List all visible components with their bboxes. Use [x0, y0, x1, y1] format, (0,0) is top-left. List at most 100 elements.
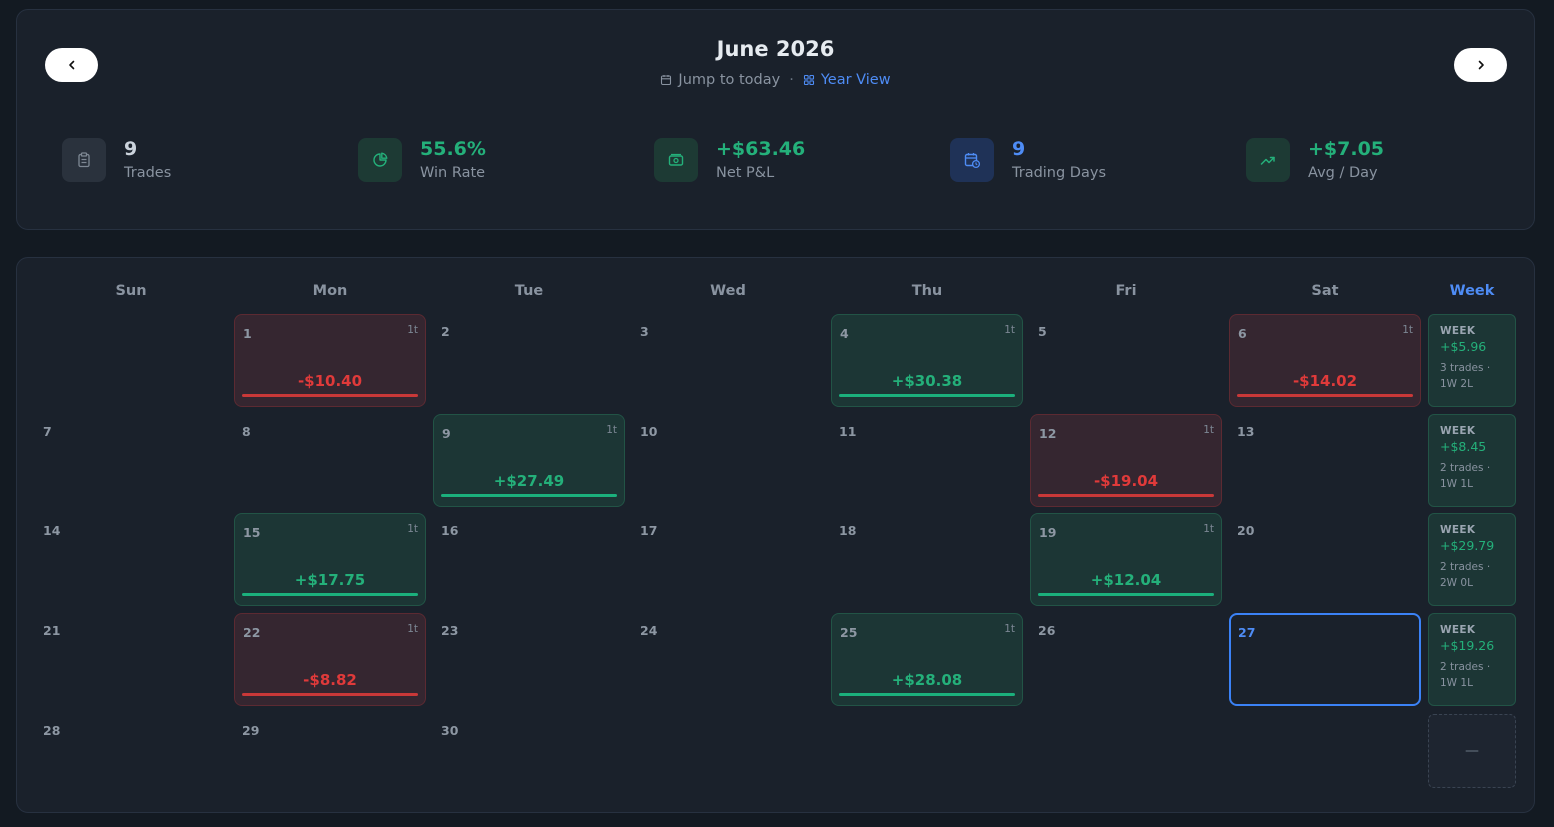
calendar-day[interactable]: 5 [1030, 314, 1222, 407]
calendar-day[interactable]: 21 [35, 613, 227, 706]
day-number: 11 [839, 424, 857, 439]
calendar-day[interactable]: 2 [433, 314, 625, 407]
stat-label: Net P&L [716, 164, 775, 181]
stat-label: Avg / Day [1308, 164, 1378, 181]
calendar-day[interactable]: 19 1t +$12.04 [1030, 513, 1222, 606]
weekday-thu: Thu [911, 283, 943, 299]
year-view-link[interactable]: Year View [803, 72, 891, 88]
calendar-day[interactable]: 28 [35, 713, 227, 806]
month-summary-panel: June 2026 Jump to today · Year View 9 Tr… [16, 9, 1535, 230]
weekday-tue: Tue [514, 283, 544, 299]
day-number: 1 [243, 326, 252, 341]
calendar-day[interactable]: 18 [831, 513, 1023, 606]
pnl-bar [839, 394, 1015, 397]
calendar-day[interactable]: 13 [1229, 414, 1421, 507]
trade-count: 1t [407, 324, 418, 336]
calendar-day[interactable]: 29 [234, 713, 426, 806]
calendar-day[interactable]: 22 1t -$8.82 [234, 613, 426, 706]
week-summary: WEEK +$8.45 2 trades · 1W 1L [1428, 414, 1516, 507]
week-empty-placeholder: — [1465, 743, 1479, 759]
calendar-day-today[interactable]: 27 [1229, 613, 1421, 706]
day-number: 17 [640, 523, 658, 538]
calendar-day[interactable]: 12 1t -$19.04 [1030, 414, 1222, 507]
calendar-day[interactable]: 26 [1030, 613, 1222, 706]
calendar-day[interactable]: 14 [35, 513, 227, 606]
calendar-day[interactable]: 8 [234, 414, 426, 507]
calendar-day[interactable]: 20 [1229, 513, 1421, 606]
day-number: 25 [840, 625, 858, 640]
stat-value: 9 [124, 137, 138, 160]
day-number: 15 [243, 525, 261, 540]
calendar-clock-icon [950, 138, 994, 182]
trade-count: 1t [407, 523, 418, 535]
week-pnl: +$19.26 [1440, 638, 1495, 653]
week-meta: 2 trades · 2W 0L [1440, 561, 1491, 589]
stat-win-rate: 55.6% Win Rate [358, 135, 486, 185]
stat-value: 9 [1012, 137, 1026, 160]
next-month-button[interactable] [1454, 48, 1507, 82]
stat-value: +$7.05 [1308, 137, 1385, 160]
grid-icon [803, 74, 814, 86]
day-pnl: -$19.04 [1093, 472, 1159, 490]
trade-count: 1t [407, 623, 418, 635]
pnl-bar [1038, 494, 1214, 497]
weekday-sat: Sat [1311, 283, 1339, 299]
day-number: 21 [43, 623, 61, 638]
weekday-mon: Mon [312, 283, 348, 299]
chevron-left-icon [68, 60, 74, 70]
calendar-day[interactable]: 17 [632, 513, 824, 606]
calendar-day[interactable]: 16 [433, 513, 625, 606]
pnl-bar [242, 394, 418, 397]
day-number: 30 [441, 723, 459, 738]
calendar-day[interactable]: 3 [632, 314, 824, 407]
day-number: 7 [43, 424, 52, 439]
day-number: 18 [839, 523, 857, 538]
week-title: WEEK [1440, 524, 1476, 536]
day-number: 23 [441, 623, 459, 638]
day-number: 13 [1237, 424, 1255, 439]
day-pnl: +$30.38 [891, 372, 963, 390]
calendar-day[interactable]: 24 [632, 613, 824, 706]
day-pnl: +$12.04 [1090, 571, 1162, 589]
pnl-bar [242, 693, 418, 696]
day-number: 28 [43, 723, 61, 738]
week-title: WEEK [1440, 425, 1476, 437]
previous-month-button[interactable] [45, 48, 98, 82]
calendar-day[interactable]: 9 1t +$27.49 [433, 414, 625, 507]
week-meta: 3 trades · 1W 2L [1440, 362, 1491, 390]
calendar-day[interactable]: 30 [433, 713, 625, 806]
stat-label: Trades [124, 164, 172, 181]
day-number: 19 [1039, 525, 1057, 540]
calendar-day[interactable]: 1 1t -$10.40 [234, 314, 426, 407]
pnl-bar [242, 593, 418, 596]
calendar-day[interactable]: 7 [35, 414, 227, 507]
day-number: 27 [1238, 625, 1256, 640]
day-number: 22 [243, 625, 261, 640]
month-title: June 2026 [716, 37, 835, 61]
stat-net-pnl: +$63.46 Net P&L [654, 135, 805, 185]
week-summary: — [1428, 714, 1516, 788]
day-number: 8 [242, 424, 251, 439]
week-meta: 2 trades · 1W 1L [1440, 661, 1491, 689]
clipboard-icon [62, 138, 106, 182]
weekday-wed: Wed [710, 283, 746, 299]
calendar-day[interactable]: 25 1t +$28.08 [831, 613, 1023, 706]
trade-count: 1t [1203, 424, 1214, 436]
calendar-day[interactable]: 23 [433, 613, 625, 706]
jump-to-today-link[interactable]: Jump to today [660, 72, 780, 88]
calendar-day[interactable]: 10 [632, 414, 824, 507]
week-summary: WEEK +$5.96 3 trades · 1W 2L [1428, 314, 1516, 407]
calendar-day[interactable]: 6 1t -$14.02 [1229, 314, 1421, 407]
calendar-day[interactable]: 4 1t +$30.38 [831, 314, 1023, 407]
trade-count: 1t [1004, 623, 1015, 635]
pnl-bar [1038, 593, 1214, 596]
calendar-day[interactable]: 11 [831, 414, 1023, 507]
stat-value: 55.6% [420, 137, 486, 160]
stat-trades: 9 Trades [62, 135, 171, 185]
pnl-bar [1237, 394, 1413, 397]
calendar-day[interactable]: 15 1t +$17.75 [234, 513, 426, 606]
subnav-separator: · [789, 72, 794, 88]
weekday-week: Week [1449, 283, 1495, 299]
trade-count: 1t [1004, 324, 1015, 336]
year-view-label: Year View [820, 72, 891, 88]
